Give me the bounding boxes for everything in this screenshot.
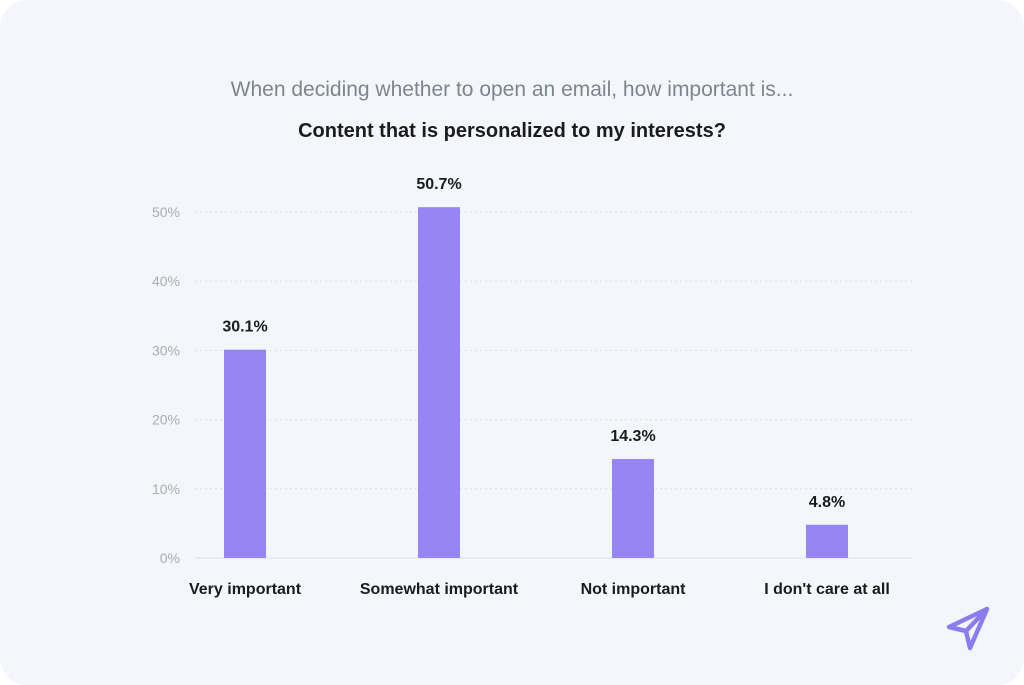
bar <box>806 524 848 558</box>
bar <box>418 207 460 558</box>
x-tick-label: Not important <box>581 581 687 598</box>
data-label: 4.8% <box>809 494 845 511</box>
x-tick-label: I don't care at all <box>764 581 890 598</box>
bar <box>612 459 654 558</box>
chart-subtitle: When deciding whether to open an email, … <box>230 78 794 101</box>
x-tick-label: Very important <box>189 581 302 598</box>
y-tick-label: 20% <box>152 412 180 428</box>
y-tick-label: 40% <box>152 273 180 289</box>
data-label: 50.7% <box>416 176 461 193</box>
bar <box>224 349 266 558</box>
paper-plane-icon <box>946 606 990 651</box>
chart-title: Content that is personalized to my inter… <box>298 120 726 142</box>
data-label: 14.3% <box>610 428 655 445</box>
data-label: 30.1% <box>222 319 267 336</box>
y-tick-label: 30% <box>152 342 180 358</box>
y-tick-label: 10% <box>152 481 180 497</box>
y-tick-label: 50% <box>152 204 180 220</box>
x-tick-label: Somewhat important <box>360 581 519 598</box>
y-tick-label: 0% <box>160 550 180 566</box>
